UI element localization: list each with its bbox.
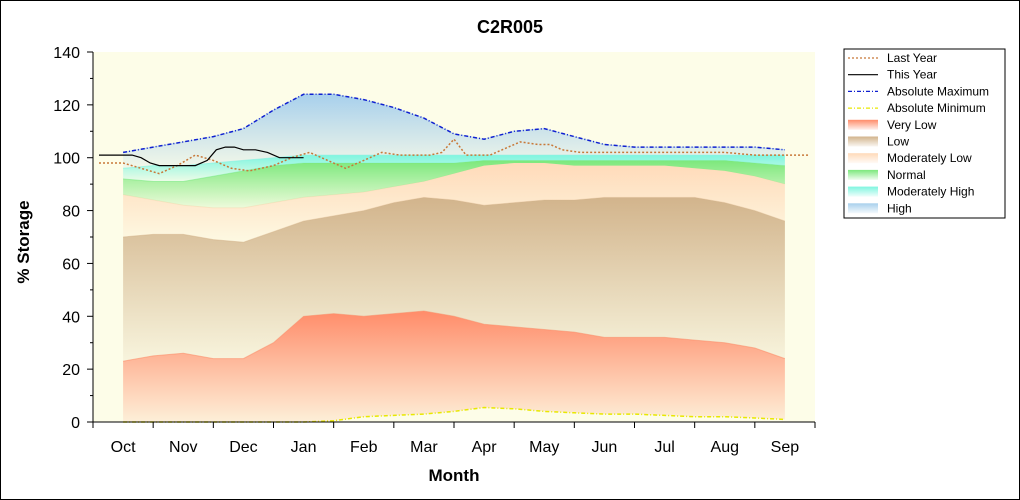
y-tick-label: 80 [62, 204, 80, 221]
band-high [123, 94, 785, 169]
legend-label-moderately-high: Moderately High [887, 185, 974, 199]
legend-label-very-low: Very Low [887, 118, 937, 132]
legend: Last Year This Year Absolute Maximum Absolu… [843, 48, 1006, 219]
legend-swatch-low [848, 136, 878, 147]
legend-label-this-year: This Year [887, 68, 937, 82]
x-tick-label: Sep [771, 439, 800, 456]
legend-swatch-very-low [848, 119, 878, 130]
legend-label-normal: Normal [887, 168, 926, 182]
series-this-year [99, 146, 304, 167]
y-tick-label: 100 [53, 151, 80, 168]
legend-label-high: High [887, 201, 912, 215]
legend-label-moderately-low: Moderately Low [887, 151, 972, 165]
x-tick-label: Apr [472, 439, 498, 456]
x-tick-label: Jul [654, 439, 674, 456]
legend-label-absolute-maximum: Absolute Maximum [887, 84, 989, 98]
x-tick-label: Mar [410, 439, 438, 456]
y-tick-labels: 0 20 40 60 80 100 120 140 [53, 45, 80, 432]
x-axis-title: Month [429, 466, 480, 485]
y-tick-label: 140 [53, 45, 80, 62]
y-tick-label: 0 [71, 415, 80, 432]
x-tick-label: Jan [291, 439, 317, 456]
band-normal [123, 160, 785, 208]
legend-swatch-moderately-low [848, 153, 878, 164]
y-tick-label: 20 [62, 362, 80, 379]
band-layer [123, 93, 786, 422]
band-edge [123, 93, 785, 153]
legend-label-low: Low [887, 135, 909, 149]
x-tick-label: Jun [592, 439, 618, 456]
legend-swatch-moderately-high [848, 186, 878, 197]
y-axis-title: % Storage [14, 200, 33, 283]
x-tick-label: May [529, 439, 559, 456]
band-very-low [123, 311, 785, 422]
series-last-year [99, 138, 809, 175]
x-tick-labels: Oct Nov Dec Jan Feb Mar Apr May Jun Jul Aug Sep [111, 439, 800, 456]
legend-label-absolute-minimum: Absolute Minimum [887, 101, 986, 115]
y-tick-label: 40 [62, 309, 80, 326]
band-moderately-low [123, 163, 785, 243]
x-tick-label: Aug [711, 439, 739, 456]
x-tick-label: Oct [111, 439, 136, 456]
x-tick-label: Feb [350, 439, 378, 456]
x-tick-label: Dec [229, 439, 257, 456]
band-low [123, 197, 785, 362]
band-moderately-high [123, 155, 785, 182]
axes-layer [87, 51, 816, 428]
legend-swatch-high [848, 203, 878, 214]
legend-swatch-normal [848, 169, 878, 180]
x-tick-label: Nov [169, 439, 197, 456]
y-tick-label: 120 [53, 98, 80, 115]
y-tick-label: 60 [62, 256, 80, 273]
chart-title: C2R005 [477, 17, 543, 37]
legend-label-last-year: Last Year [887, 51, 937, 65]
